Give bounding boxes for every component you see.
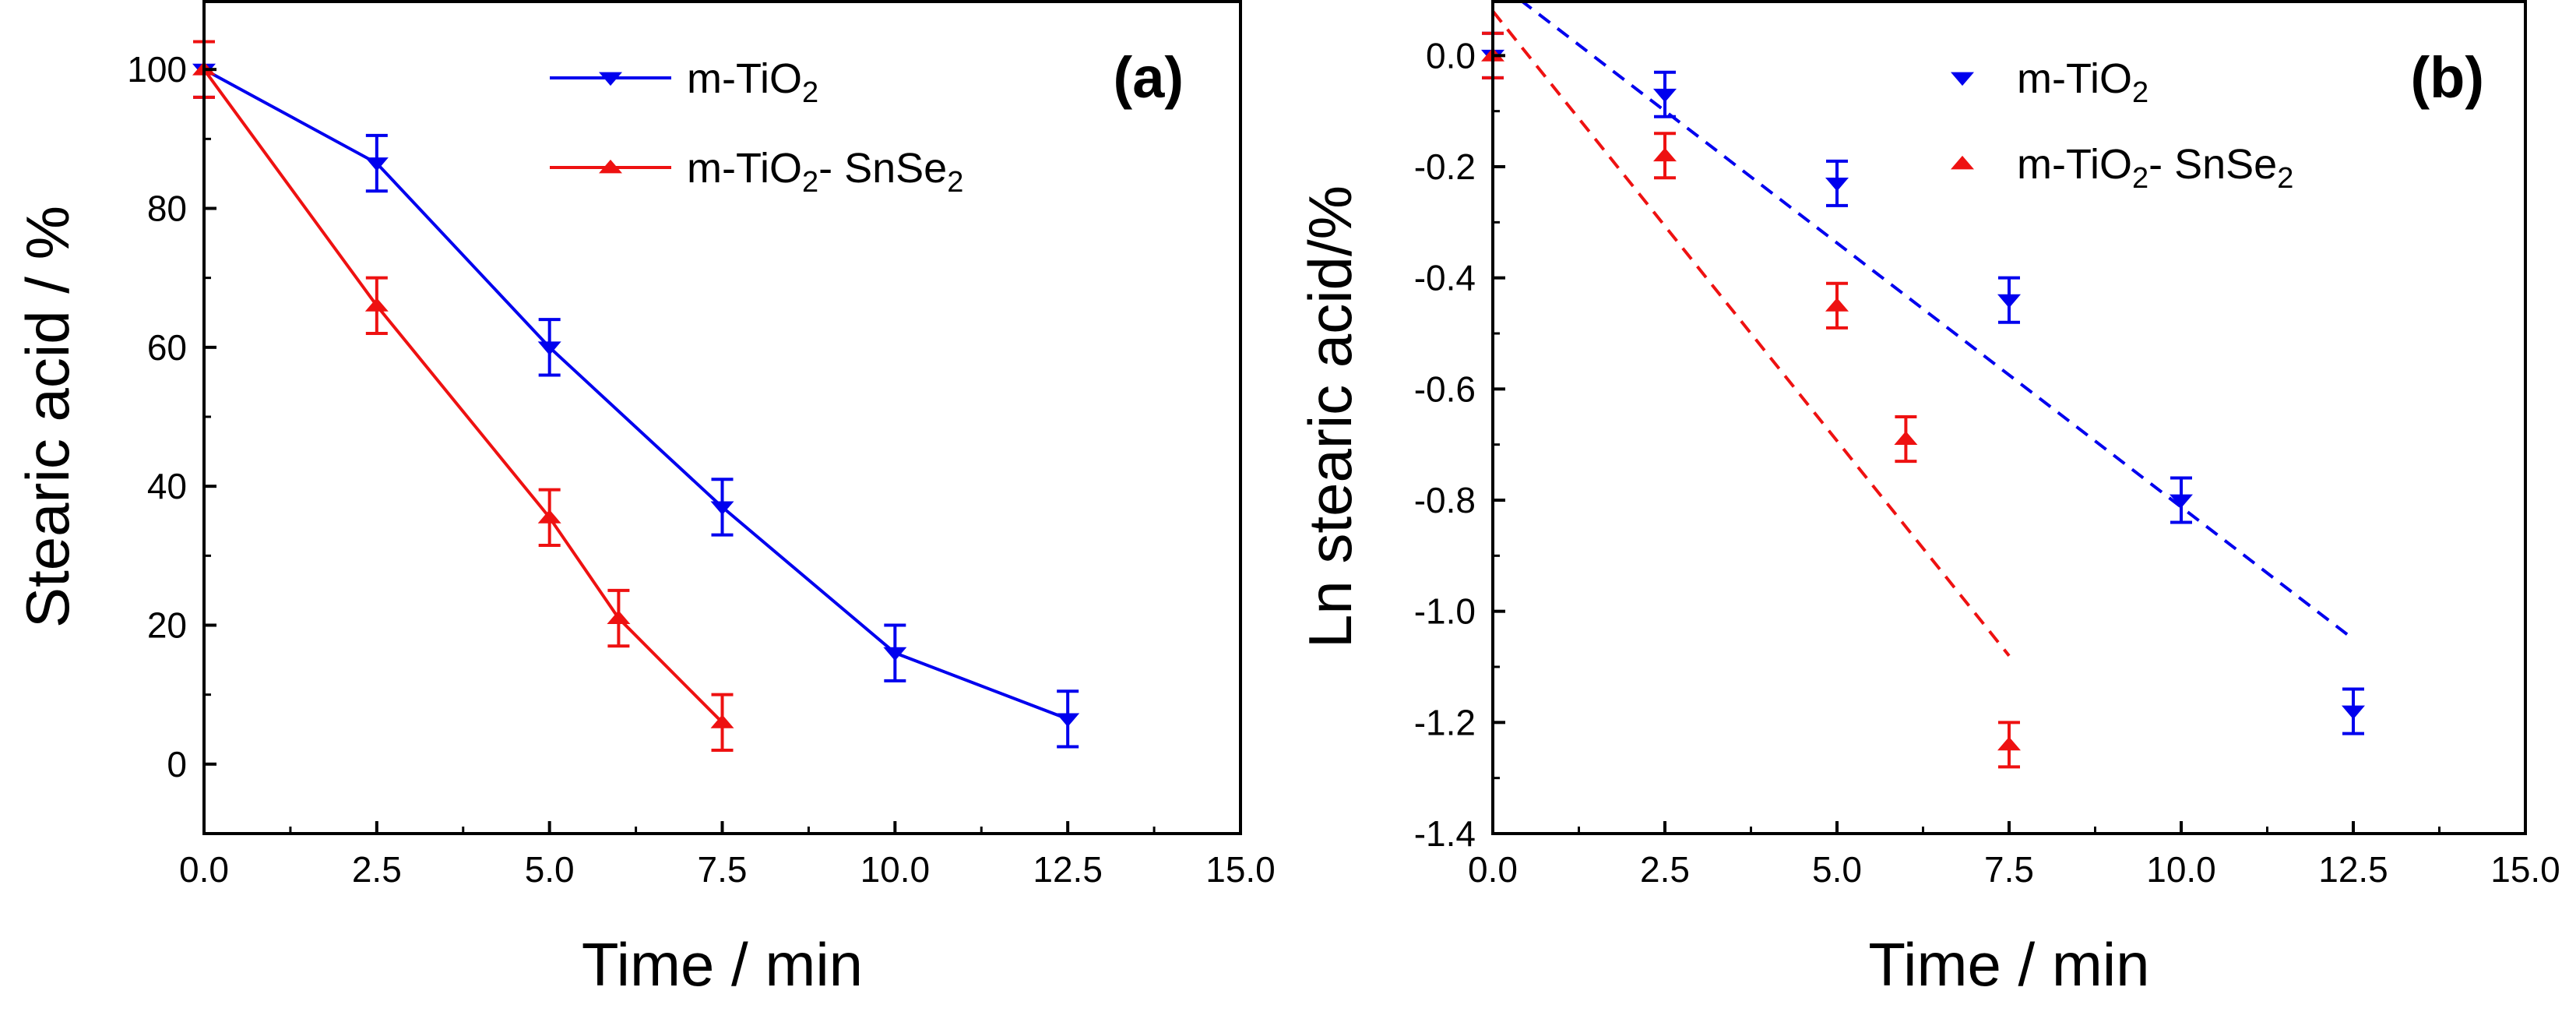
panel-b-data-point [1825,177,1849,192]
panel-a-legend-label-part: m-TiO [687,145,802,192]
panel-a-data-point [710,501,734,516]
panel-a-y-tick-label: 40 [147,466,187,506]
panel-b-data-point [1894,431,1918,445]
panel-b-plot-frame [1491,0,2527,835]
panel-a-y-tick-label: 20 [147,605,187,646]
panel-a-legend-entry-2: m-TiO2- SnSe2 [550,145,963,199]
panel-a-data-point [364,157,389,171]
panel-b-legend-label: m-TiO2- SnSe2 [2017,141,2293,195]
panel-a-data-point [710,714,734,728]
panel-b-data-point [2342,705,2365,720]
panel-a-legend-label: m-TiO2- SnSe2 [687,145,963,199]
panel-b-x-tick-label: 0.0 [1468,849,1518,890]
panel-b-data-point [2170,494,2193,509]
panel-a-data-point [364,298,389,312]
panel-b-y-tick-label: -1.4 [1414,813,1476,854]
panel-a-legend-label-subscript: 2 [802,166,818,199]
panel-a-y-tick-label: 60 [147,327,187,368]
panel-a-x-tick-label: 7.5 [698,849,748,890]
panel-b-x-tick-label: 7.5 [1984,849,2034,890]
panel-a-data-point [1056,713,1080,727]
panel-a-x-axis-title: Time / min [582,930,863,999]
panel-b-data-point [1825,298,1849,312]
panel-b-legend-label-part: m-TiO [2017,55,2132,102]
panel-b-legend-entry-1: m-TiO2 [1951,55,2148,109]
panel-b-data-point [1997,294,2021,309]
panel-a-y-axis-title: Stearic acid / % [13,206,82,628]
panel-b-x-tick-label: 5.0 [1812,849,1862,890]
panel-a-legend-label-subscript: 2 [947,166,963,199]
panel-a-legend-entry-1: m-TiO2 [550,55,818,109]
panel-b-panel-label: (b) [2411,45,2485,110]
panel-a-x-tick-label: 10.0 [860,849,931,890]
panel-a-x-tick-label: 5.0 [525,849,575,890]
panel-a-data-point [607,610,631,625]
panel-a-data-point [883,647,907,661]
panel-a-legend-label: m-TiO2 [687,55,818,109]
panel-b-y-tick-label: -0.4 [1414,258,1476,298]
panel-a-x-tick-label: 15.0 [1205,849,1276,890]
panel-a-x-tick-label: 2.5 [352,849,402,890]
panel-a-chart: 0.0 2.5 5.0 7.5 10.0 12.5 15.0 0 20 40 60 80 100 Time… [13,0,1276,999]
panel-a-y-tick-label: 80 [147,189,187,229]
panel-a-data-point [537,510,561,524]
panel-a-legend-label-part: - SnSe [818,145,947,192]
panel-b-y-tick-label: 0.0 [1426,35,1476,76]
panel-b-data-point [1997,736,2021,751]
panel-b-legend-label-subscript: 2 [2132,162,2148,195]
panel-a-series-line-1 [203,68,1068,721]
panel-b-series-1 [1481,0,2365,735]
panel-b-y-tick-label: -0.8 [1414,480,1476,520]
panel-a-series-2 [192,40,734,752]
panel-a-panel-label: (a) [1114,45,1184,110]
panel-b-x-axis-title: Time / min [1868,930,2149,999]
panel-b-data-point [1653,88,1677,103]
panel-b-legend-marker [1951,155,1974,170]
panel-a-legend-marker [599,159,622,174]
panel-b-y-tick-label: -0.6 [1414,368,1476,409]
panel-b-x-tick-label: 15.0 [2490,849,2560,890]
panel-b-series-2 [1481,10,2021,769]
panel-b-legend-entry-2: m-TiO2- SnSe2 [1951,141,2293,195]
panel-a-legend-label-part: m-TiO [687,55,802,102]
panel-b-y-axis-title: Ln stearic acid/% [1296,185,1364,648]
panel-a-legend-marker [599,72,622,86]
panel-b-fit-line-1 [1519,0,2355,640]
panel-b-legend-label-subscript: 2 [2277,162,2293,195]
panel-b-x-tick-label: 2.5 [1640,849,1690,890]
panel-a-x-tick-label: 0.0 [179,849,229,890]
panel-b-data-point [1653,147,1677,162]
panel-b-legend-marker [1951,72,1974,86]
panel-b-x-tick-label: 12.5 [2318,849,2388,890]
panel-a-data-point [537,341,561,355]
panel-b-y-tick-label: -1.0 [1414,591,1476,632]
panel-b-legend-label-part: m-TiO [2017,141,2132,188]
panel-b-y-tick-label: -0.2 [1414,146,1476,187]
panel-b-y-tick-label: -1.2 [1414,702,1476,742]
panel-a-y-tick-label: 100 [127,49,187,90]
panel-b-chart: 0.0 2.5 5.0 7.5 10.0 12.5 15.0 0.0 -0.2 -0.4 -0.6 -… [1296,0,2560,999]
panel-b-x-tick-label: 10.0 [2146,849,2216,890]
panel-b-legend-label-part: - SnSe [2148,141,2277,188]
panel-b-legend-label: m-TiO2 [2017,55,2148,109]
panel-a-x-tick-label: 12.5 [1033,849,1103,890]
panel-b-legend-label-subscript: 2 [2132,76,2148,109]
panel-a-y-tick-label: 0 [167,744,187,785]
panel-a-legend-label-subscript: 2 [802,76,818,109]
panel-a-series-1 [192,40,1080,749]
panel-b-fit-line-2 [1491,10,2011,657]
